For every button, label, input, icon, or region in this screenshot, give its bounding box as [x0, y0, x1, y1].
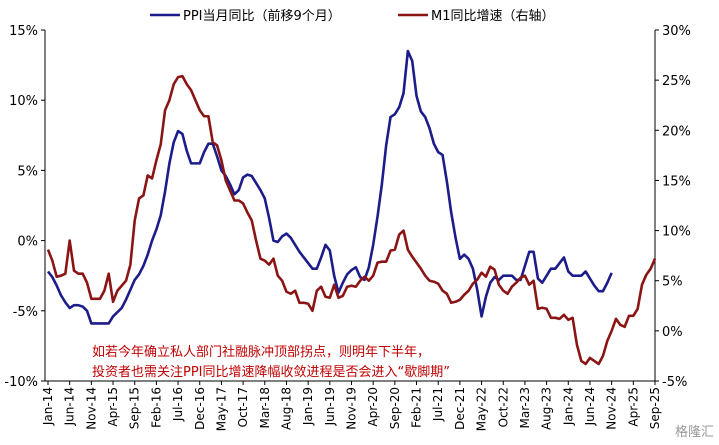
- legend-label: PPI当月同比（前移9个月）: [183, 8, 341, 24]
- y2-tick-label: 25%: [662, 74, 691, 89]
- legend-label: M1同比增速（右轴）: [431, 9, 555, 24]
- x-tick-label: Sep-25: [648, 387, 662, 429]
- y-tick-label: 10%: [9, 94, 38, 109]
- y2-tick-label: 10%: [662, 225, 691, 240]
- x-tick-label: Jun-14: [63, 387, 77, 426]
- x-tick-label: Dec-16: [193, 387, 207, 430]
- x-tick-label: Oct-17: [236, 387, 250, 427]
- x-tick-label: May-22: [475, 387, 489, 431]
- x-tick-label: Feb-21: [410, 387, 424, 428]
- y-tick-label: -5%: [13, 305, 38, 320]
- x-tick-label: Jun-24: [583, 387, 597, 426]
- y-tick-label: 15%: [9, 24, 38, 39]
- x-tick-label: Mar-23: [518, 387, 532, 428]
- x-tick-label: Jul-21: [431, 387, 445, 422]
- x-tick-label: Jun-19: [323, 387, 337, 426]
- y2-tick-label: 5%: [662, 275, 683, 290]
- x-tick-label: Nov-24: [605, 387, 619, 430]
- x-tick-label: Apr-15: [106, 387, 120, 427]
- x-tick-label: Mar-18: [258, 387, 272, 428]
- y-tick-label: 0%: [17, 235, 38, 250]
- x-tick-label: Oct-22: [496, 387, 510, 427]
- annotation: 如若今年确立私人部门社融脉冲顶部拐点，则明年下半年，: [92, 344, 430, 360]
- y2-tick-label: 20%: [662, 124, 691, 139]
- x-tick-label: Dec-21: [453, 387, 467, 430]
- y2-tick-label: -5%: [662, 375, 687, 390]
- x-tick-label: Jan-19: [301, 387, 315, 426]
- x-tick-label: Feb-16: [149, 387, 163, 428]
- y2-tick-label: 0%: [662, 325, 683, 340]
- x-tick-label: Jan-24: [561, 387, 575, 426]
- y-tick-label: 5%: [17, 164, 38, 179]
- x-tick-label: Aug-23: [540, 387, 554, 430]
- x-tick-label: Nov-14: [84, 387, 98, 430]
- series-line: [46, 74, 657, 366]
- x-tick-label: Aug-18: [279, 387, 293, 430]
- x-tick-label: Sep-20: [388, 387, 402, 429]
- y2-tick-label: 30%: [662, 24, 691, 39]
- x-tick-label: Apr-25: [626, 387, 640, 427]
- y-tick-label: -10%: [4, 375, 38, 390]
- watermark: 格隆汇: [675, 424, 714, 440]
- annotation: 投资者也需关注PPI同比增速降幅收敛进程是否会进入“歇脚期”: [92, 364, 450, 380]
- x-tick-label: May-17: [214, 387, 228, 431]
- x-tick-label: Apr-20: [366, 387, 380, 427]
- y2-tick-label: 15%: [662, 174, 691, 189]
- x-tick-label: Nov-19: [345, 387, 359, 430]
- x-tick-label: Sep-15: [128, 387, 142, 429]
- x-tick-label: Jan-14: [41, 387, 55, 426]
- x-tick-label: Jul-16: [171, 387, 185, 422]
